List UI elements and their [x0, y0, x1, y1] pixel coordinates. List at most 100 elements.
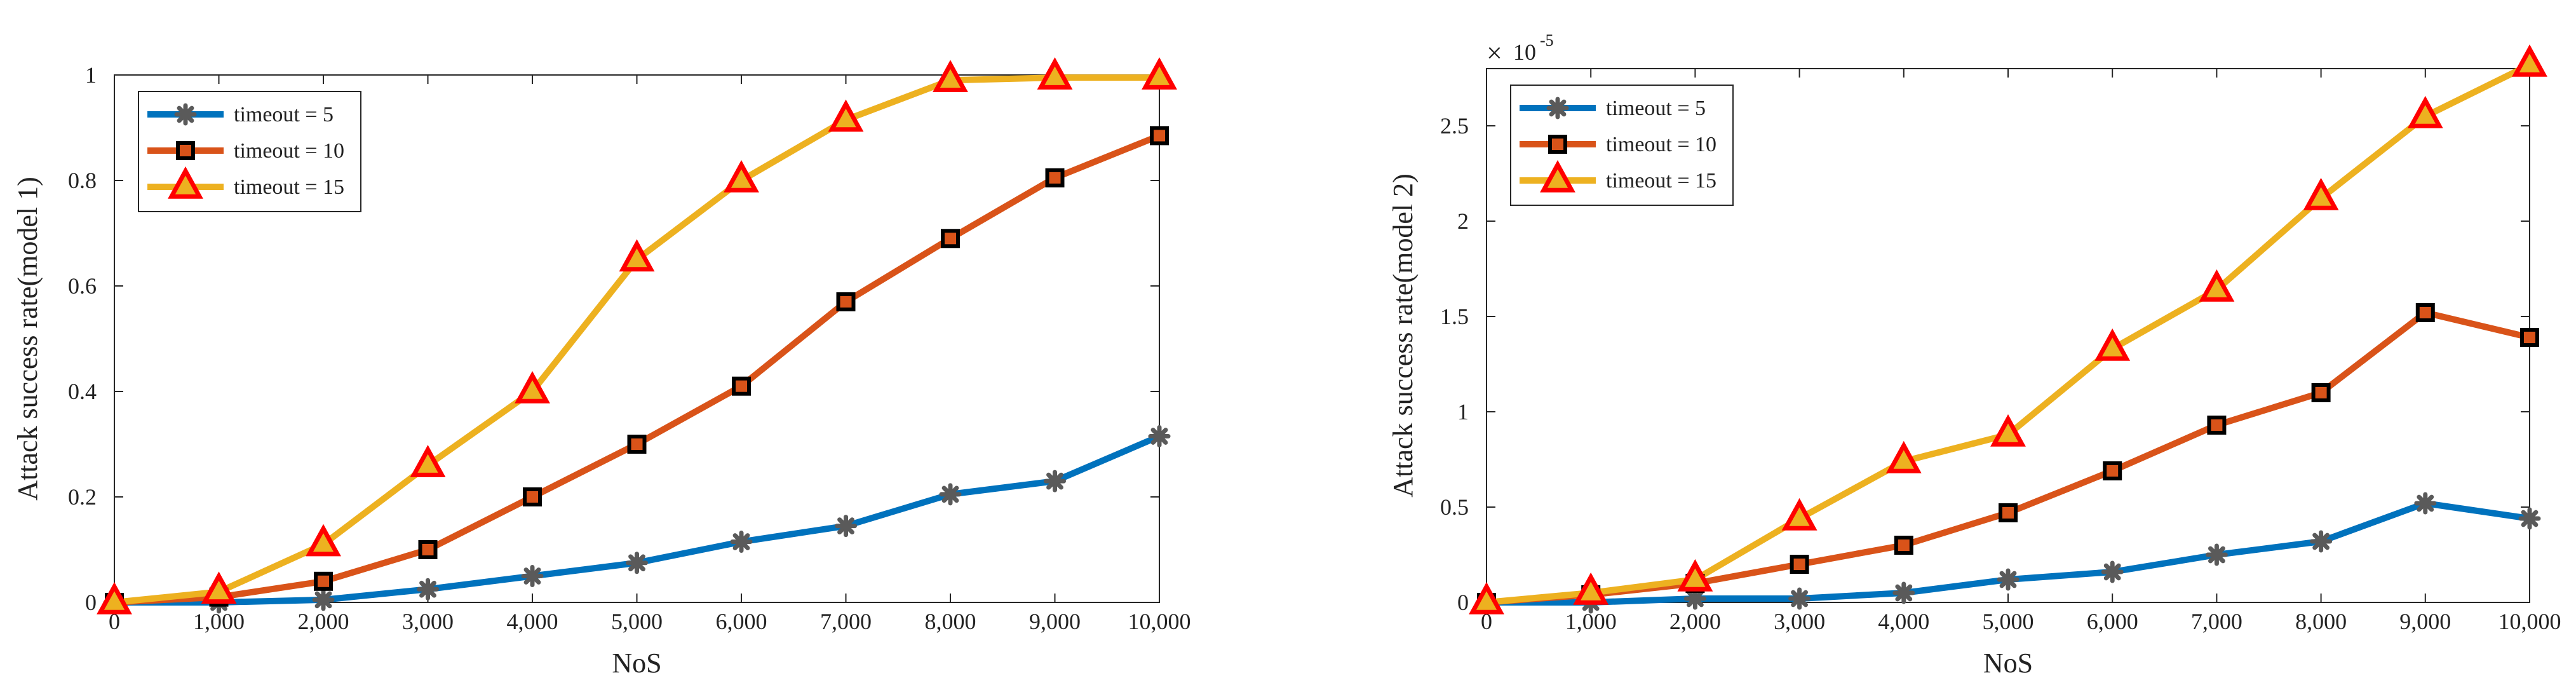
- x-tick-label: 2,000: [1669, 609, 1721, 634]
- data-point-series-1-core: [2420, 499, 2430, 508]
- data-point-series-1-core: [737, 537, 746, 546]
- data-point-series-3: [1469, 581, 1504, 614]
- data-point-series-3: [410, 445, 446, 477]
- data-point-series-2: [1045, 168, 1065, 187]
- data-point-series-2: [2311, 383, 2331, 402]
- data-point-series-1-core: [632, 558, 642, 567]
- exponent-power: -5: [1540, 31, 1554, 50]
- x-tick-label: 8,000: [2295, 609, 2347, 634]
- data-point-series-2: [314, 571, 333, 591]
- data-point-series-1: [1892, 581, 1915, 604]
- legend-label-3: timeout = 15: [1606, 169, 1716, 193]
- y-tick-label: 1: [85, 62, 97, 88]
- y-tick-label: 0.8: [68, 168, 97, 193]
- x-tick-label: 10,000: [2498, 609, 2561, 634]
- data-point-series-3: [1573, 572, 1609, 605]
- x-tick-label: 0: [109, 609, 120, 634]
- data-point-series-1-core: [2316, 537, 2326, 546]
- y-axis-label: Attack success rate(model 1): [12, 177, 43, 500]
- data-point-series-1-core: [528, 571, 537, 581]
- exponent-times: ×: [1487, 37, 1502, 69]
- data-point-series-3: [933, 60, 968, 92]
- series-line-2: [1483, 309, 2533, 606]
- data-point-series-3: [724, 159, 759, 193]
- data-point-series-1-core: [2212, 550, 2222, 559]
- y-tick-label: 2: [1457, 208, 1469, 234]
- data-point-series-2: [2207, 416, 2227, 435]
- data-point-series-2: [732, 376, 751, 396]
- x-tick-label: 10,000: [1128, 609, 1191, 634]
- data-point-series-1-core: [946, 489, 955, 499]
- data-point-series-3: [1142, 57, 1177, 90]
- chart-model-2: 00.511.522.50 1,000 2,000 3,000 4,000 5,000 6,…: [1387, 31, 2561, 679]
- x-tick-label: 6,000: [716, 609, 767, 634]
- data-point-series-1: [1788, 587, 1811, 610]
- data-point-series-3: [2199, 269, 2235, 302]
- data-point-series-1-core: [2525, 514, 2534, 523]
- data-point-series-1-core: [1690, 594, 1700, 603]
- data-point-series-1: [1044, 470, 1066, 492]
- data-point-series-1: [626, 552, 648, 574]
- legend-label-1: timeout = 5: [234, 103, 334, 126]
- data-point-series-1: [312, 588, 335, 611]
- series-line-1: [111, 433, 1163, 606]
- legend-marker-3: [168, 166, 203, 199]
- legend-label-1: timeout = 5: [1606, 97, 1706, 120]
- x-tick-label: 3,000: [402, 609, 454, 634]
- x-tick-label: 0: [1481, 609, 1492, 634]
- data-point-series-3: [1677, 559, 1713, 592]
- data-point-series-1: [417, 578, 439, 600]
- data-point-series-1-core: [423, 585, 433, 594]
- y-tick-label: 0.6: [68, 273, 97, 299]
- x-tick-label: 9,000: [1029, 609, 1081, 634]
- exponent-base: 10: [1513, 39, 1536, 65]
- data-point-series-3: [619, 239, 655, 272]
- data-point-series-1-core: [1155, 431, 1164, 441]
- data-point-series-3: [1781, 498, 1817, 531]
- legend-label-3: timeout = 15: [234, 175, 344, 199]
- y-tick-label: 0.4: [68, 379, 97, 404]
- data-point-series-2: [2103, 461, 2122, 480]
- data-point-series-1: [939, 483, 962, 506]
- data-point-series-1: [2101, 560, 2124, 583]
- legend: timeout = 5 timeout = 10 timeout = 15: [1510, 85, 1734, 206]
- data-point-series-1-core: [1899, 588, 1908, 597]
- y-tick-label: 0: [1457, 590, 1469, 615]
- data-point-series-3: [2512, 44, 2547, 77]
- data-point-series-3: [1990, 414, 2026, 447]
- x-tick-label: 5,000: [1983, 609, 2034, 634]
- legend-marker-1: [174, 103, 197, 126]
- data-point-series-2: [1150, 126, 1169, 146]
- data-point-series-1-core: [1795, 594, 1804, 603]
- y-tick-label: 1.5: [1440, 304, 1469, 329]
- x-tick-label: 9,000: [2399, 609, 2451, 634]
- data-point-series-1-core: [2108, 567, 2117, 576]
- x-tick-label: 8,000: [925, 609, 976, 634]
- legend-marker-2: [176, 141, 195, 160]
- x-tick-label: 2,000: [298, 609, 349, 634]
- legend-marker-2: [1548, 135, 1567, 154]
- data-point-series-1: [1683, 587, 1706, 610]
- data-point-series-1: [2310, 530, 2333, 553]
- y-tick-label: 0.5: [1440, 494, 1469, 520]
- data-point-series-3: [2303, 177, 2339, 210]
- data-point-series-2: [2415, 303, 2435, 322]
- legend-marker-3: [1540, 159, 1575, 193]
- data-point-series-1-core: [841, 521, 851, 531]
- x-tick-label: 7,000: [820, 609, 872, 634]
- chart-model-1: 00.20.40.60.810 1,000 2,000 3,000 4,000 5,000…: [12, 57, 1191, 679]
- legend: timeout = 5 timeout = 10 timeout = 15: [138, 91, 361, 212]
- data-point-series-3: [828, 99, 864, 132]
- x-axis-label: NoS: [1983, 648, 2033, 679]
- data-point-series-1: [2414, 492, 2437, 515]
- data-point-series-2: [2520, 328, 2539, 347]
- data-point-series-1: [2518, 507, 2541, 530]
- legend-label-2: timeout = 10: [1606, 133, 1716, 156]
- y-tick-label: 0: [85, 590, 97, 615]
- data-point-series-2: [523, 487, 542, 506]
- data-point-series-3: [201, 571, 237, 604]
- legend-marker-1-core: [1553, 104, 1562, 112]
- x-tick-label: 4,000: [507, 609, 558, 634]
- y-axis-label: Attack success rate(model 2): [1387, 173, 1419, 497]
